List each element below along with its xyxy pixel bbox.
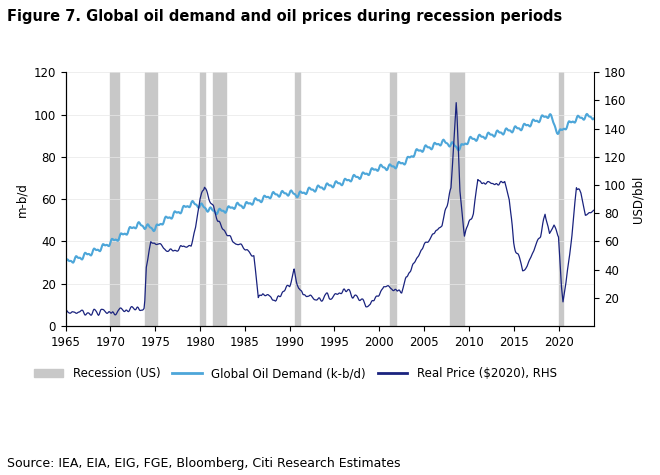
Bar <box>200 72 205 326</box>
Legend: Recession (US), Global Oil Demand (k-b/d), Real Price ($2020), RHS: Recession (US), Global Oil Demand (k-b/d… <box>29 362 562 385</box>
Bar <box>110 72 119 326</box>
Y-axis label: m-b/d: m-b/d <box>15 182 28 217</box>
Bar <box>145 72 157 326</box>
Text: Figure 7. Global oil demand and oil prices during recession periods: Figure 7. Global oil demand and oil pric… <box>7 10 562 25</box>
Bar <box>450 72 465 326</box>
Bar <box>213 72 226 326</box>
Y-axis label: USD/bbl: USD/bbl <box>632 175 645 223</box>
Bar <box>295 72 300 326</box>
Bar <box>560 72 563 326</box>
Text: Source: IEA, EIA, EIG, FGE, Bloomberg, Citi Research Estimates: Source: IEA, EIA, EIG, FGE, Bloomberg, C… <box>7 457 400 470</box>
Bar <box>390 72 396 326</box>
